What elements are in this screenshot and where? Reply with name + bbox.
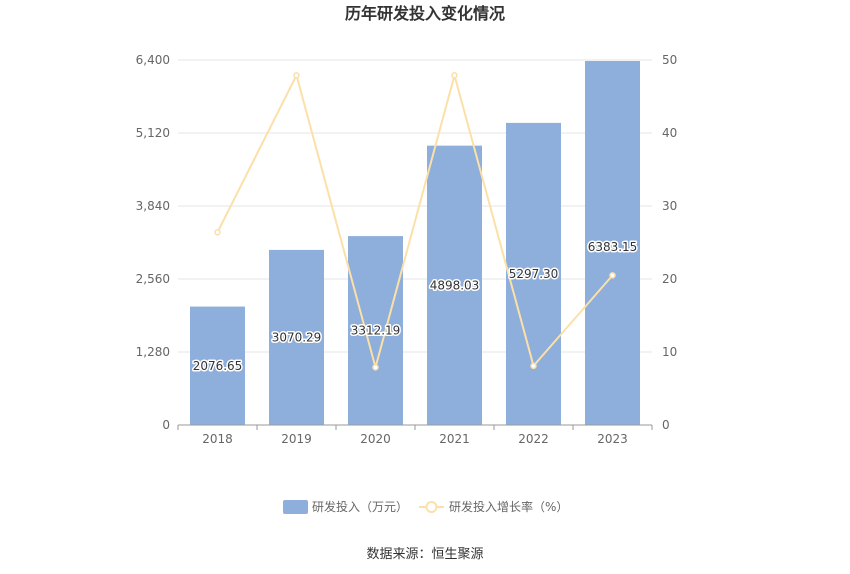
growth-rate-line — [216, 71, 614, 372]
legend-line-label: 研发投入增长率（%） — [449, 499, 568, 514]
left-axis-tick-label: 1,280 — [136, 345, 170, 359]
legend-item-bar[interactable]: 研发投入（万元） — [283, 499, 408, 514]
bar — [190, 306, 245, 425]
left-axis-tick-label: 2,560 — [136, 272, 170, 286]
grid-lines — [178, 59, 652, 353]
right-y-axis: 0 10 20 30 40 50 — [662, 53, 677, 432]
left-y-axis: 0 1,280 2,560 3,840 5,120 6,400 — [136, 53, 170, 432]
bar-data-label: 4898.03 — [430, 278, 480, 292]
x-axis: 2018 2019 2020 2021 2022 2023 — [177, 424, 653, 446]
line-point — [530, 362, 537, 370]
line-point — [372, 364, 379, 371]
x-axis-tick-label: 2020 — [360, 432, 391, 446]
right-axis-tick-label: 30 — [662, 199, 677, 213]
right-axis-tick-label: 50 — [662, 53, 677, 67]
x-axis-tick-label: 2018 — [202, 432, 233, 446]
chart-title: 历年研发投入变化情况 — [345, 4, 505, 23]
bar-data-label: 5297.30 — [509, 267, 559, 281]
line-point — [293, 72, 300, 79]
x-axis-tick-label: 2019 — [281, 432, 312, 446]
bar-data-label: 3312.19 — [351, 324, 401, 338]
right-axis-tick-label: 20 — [662, 272, 677, 286]
bar — [269, 249, 324, 425]
right-axis-tick-label: 10 — [662, 345, 677, 359]
legend-bar-swatch — [283, 500, 308, 514]
x-axis-tick-label: 2022 — [518, 432, 549, 446]
left-axis-tick-label: 3,840 — [136, 199, 170, 213]
legend[interactable]: 研发投入（万元） 研发投入增长率（%） — [283, 499, 568, 514]
legend-line-marker — [425, 501, 438, 513]
bar-series — [190, 60, 640, 426]
x-axis-tick-label: 2023 — [597, 432, 628, 446]
left-axis-tick-label: 6,400 — [136, 53, 170, 67]
bar-data-label: 2076.65 — [193, 359, 243, 373]
left-axis-tick-label: 0 — [162, 418, 170, 432]
right-axis-tick-label: 40 — [662, 126, 677, 140]
line-point — [609, 272, 616, 279]
bar-data-label: 3070.29 — [272, 330, 322, 344]
left-axis-tick-label: 5,120 — [136, 126, 170, 140]
x-axis-tick-label: 2021 — [439, 432, 470, 446]
bar — [585, 60, 640, 426]
bar — [427, 145, 482, 425]
legend-bar-label: 研发投入（万元） — [312, 499, 408, 514]
bar-data-labels: 2076.65 3070.29 3312.19 4898.03 5297.30 6383.… — [191, 238, 639, 374]
data-source-note: 数据来源：恒生聚源 — [366, 547, 483, 562]
right-axis-tick-label: 0 — [662, 418, 670, 432]
line-point — [214, 229, 221, 236]
bar — [348, 236, 403, 425]
line-point — [451, 72, 458, 79]
bar-data-label: 6383.15 — [588, 240, 638, 254]
bar — [506, 122, 561, 425]
legend-item-line[interactable]: 研发投入增长率（%） — [419, 499, 568, 514]
line-series — [214, 71, 616, 372]
